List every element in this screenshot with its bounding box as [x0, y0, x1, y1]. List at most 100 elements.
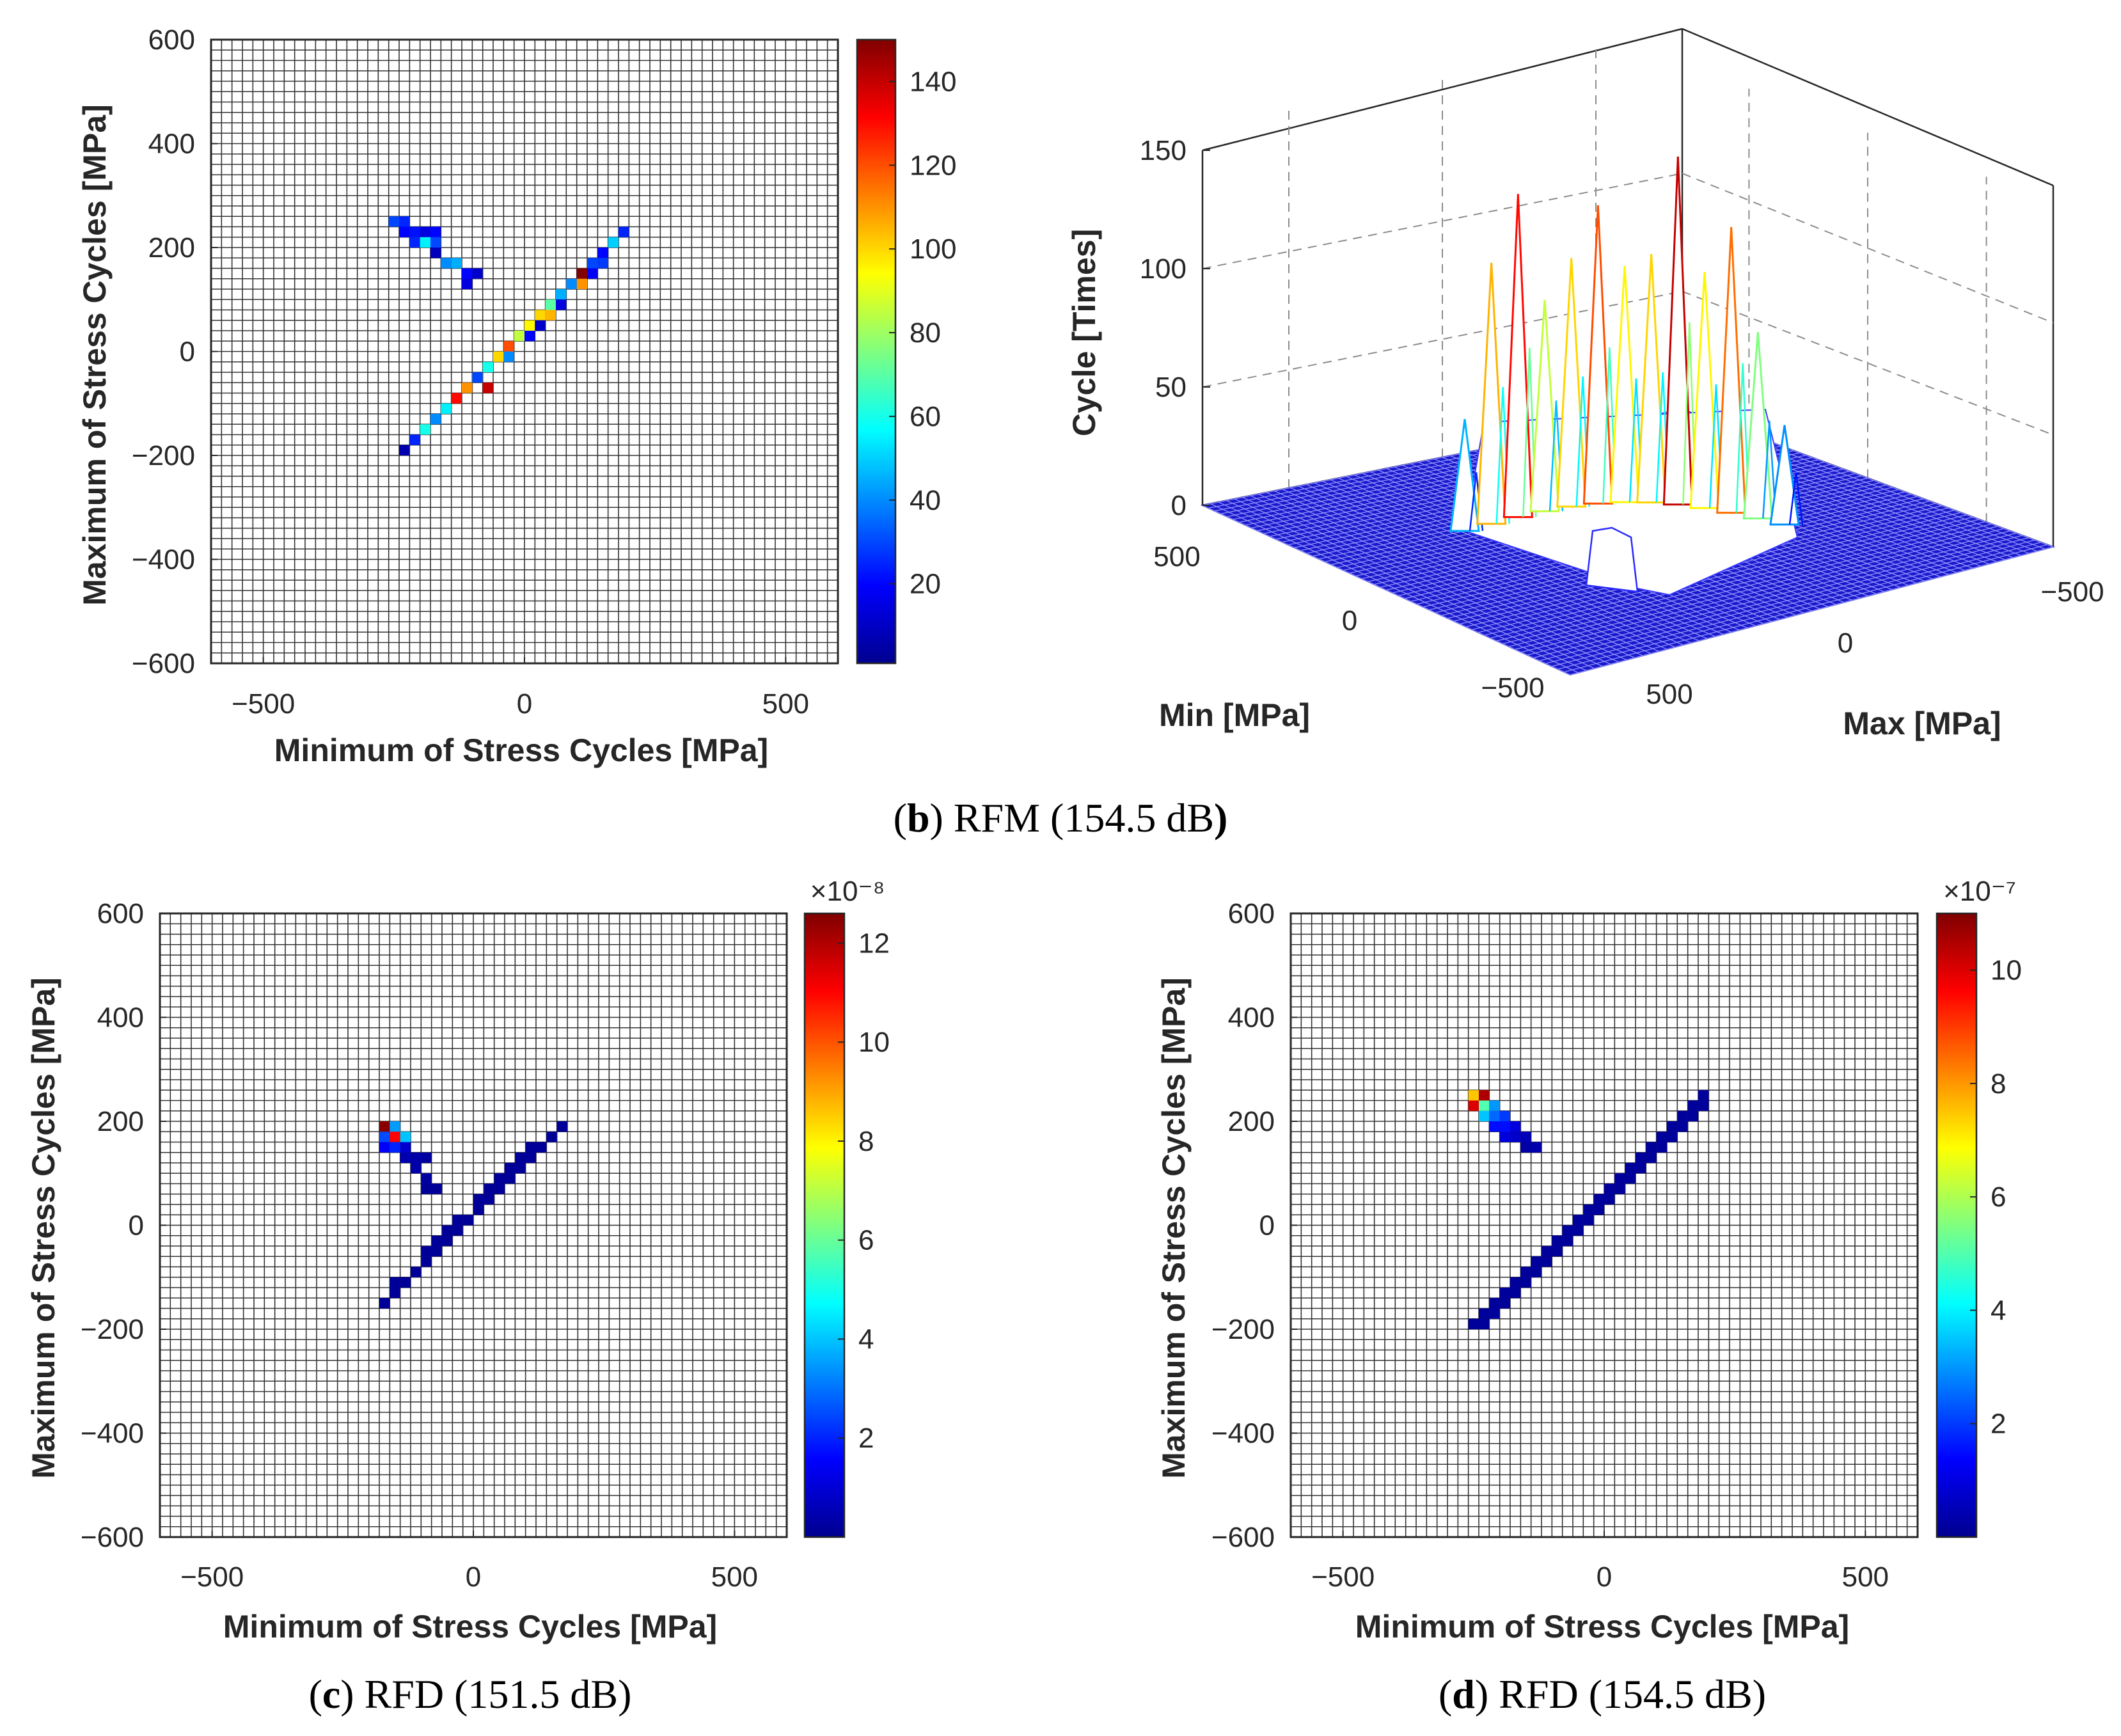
- heatmap-cell: [587, 258, 598, 269]
- top-right-edge: [1682, 28, 2054, 187]
- heatmap-cell: [576, 268, 587, 279]
- max-tick-label: 0: [1838, 627, 1853, 659]
- surface-peak: [1476, 262, 1507, 525]
- heatmap-cell: [462, 383, 473, 393]
- heatmap-cell: [400, 1277, 411, 1288]
- heatmap-cell: [545, 310, 556, 320]
- heatmap-cell: [1698, 1100, 1709, 1111]
- heatmap-cell: [482, 383, 493, 393]
- panel-b-ylabel: Maximum of Stress Cycles [MPa]: [77, 104, 113, 606]
- y-tick-label: 400: [148, 129, 195, 160]
- wall-grid-line: [1682, 173, 2054, 324]
- heatmap-cell: [409, 237, 420, 248]
- heatmap-cell: [1604, 1183, 1615, 1194]
- heatmap-cell: [482, 361, 493, 372]
- heatmap-cell: [484, 1183, 494, 1194]
- heatmap-cell: [1510, 1132, 1521, 1142]
- heatmap-cell: [1499, 1132, 1510, 1142]
- mesh-line: [1557, 542, 2041, 670]
- heatmap-cell: [1552, 1235, 1563, 1246]
- colorbar-tick-label: 2: [858, 1423, 874, 1454]
- heatmap-cell: [441, 403, 452, 414]
- heatmap-cell: [566, 278, 577, 289]
- top-left-edge: [1202, 28, 1683, 152]
- heatmap-cell: [400, 1142, 411, 1153]
- heatmap-cell: [1698, 1090, 1709, 1101]
- x-tick-label: −500: [180, 1561, 244, 1593]
- heatmap-cell: [494, 1173, 505, 1184]
- min-tick-label: 0: [1342, 605, 1357, 636]
- heatmap-cell: [1604, 1194, 1615, 1204]
- colorbar-tick-label: 20: [910, 569, 941, 600]
- heatmap-cell: [494, 1183, 505, 1194]
- heatmap-cell: [420, 237, 430, 248]
- heatmap-cell: [451, 393, 462, 404]
- heatmap-cell: [1625, 1173, 1636, 1184]
- heatmap-cell: [535, 310, 546, 320]
- heatmap-cell: [421, 1183, 432, 1194]
- panel-d-heatmap: 600 400 200 0 −200 −400 −600 −500 0 500 2 4 6 8 10 ×10⁻…: [1211, 876, 2022, 1593]
- heatmap-cell: [545, 299, 556, 310]
- caption-d: (d) RFD (154.5 dB): [1439, 1671, 1766, 1717]
- y-tick-label: 600: [1228, 898, 1275, 929]
- colorbar-tick-label: 6: [1991, 1181, 2006, 1213]
- wall-grid-line: [1682, 290, 2054, 436]
- heatmap-cell: [431, 1183, 442, 1194]
- caption-b: (b) RFM (154.5 dB): [894, 795, 1228, 840]
- colorbar-tick-label: 140: [910, 66, 956, 97]
- heatmap-cell: [400, 1132, 411, 1142]
- y-tick-label: 600: [97, 898, 144, 929]
- heatmap-cell: [1510, 1277, 1521, 1288]
- y-tick-label: 600: [148, 24, 195, 56]
- heatmap-cell: [1510, 1288, 1521, 1298]
- heatmap-cell: [525, 1142, 536, 1153]
- colorbar-tick-label: 6: [858, 1225, 874, 1256]
- x-tick-label: −500: [232, 688, 295, 720]
- heatmap-cell: [1583, 1215, 1594, 1226]
- heatmap-cell: [431, 1246, 442, 1257]
- heatmap-cell: [1625, 1163, 1636, 1174]
- panel-b3-xlabel: Min [MPa]: [1159, 697, 1310, 733]
- heatmap-cell: [484, 1194, 494, 1204]
- heatmap-cell: [556, 299, 567, 310]
- min-tick-label: −500: [1481, 672, 1544, 704]
- heatmap-cell: [1593, 1194, 1604, 1204]
- heatmap-cell: [1562, 1225, 1573, 1236]
- min-tick-label: 500: [1153, 541, 1200, 572]
- panel-c-xlabel: Minimum of Stress Cycles [MPa]: [223, 1609, 717, 1645]
- heatmap-cell: [1520, 1277, 1531, 1288]
- mesh-line: [1545, 537, 2029, 664]
- surface-peak: [1788, 472, 1804, 525]
- colorbar-tick-label: 120: [910, 150, 956, 181]
- heatmap-cell: [525, 1152, 536, 1163]
- heatmap-cell: [1531, 1142, 1541, 1153]
- heatmap-cell: [399, 445, 410, 455]
- z-tick-label: 0: [1171, 490, 1187, 521]
- surface-peak: [1449, 418, 1480, 532]
- heatmap-cell: [409, 434, 420, 445]
- heatmap-cell: [1593, 1204, 1604, 1215]
- y-tick-label: −400: [1211, 1418, 1275, 1449]
- heatmap-cell: [1520, 1142, 1531, 1153]
- heatmap-cell: [556, 289, 567, 300]
- heatmap-cell: [1499, 1288, 1510, 1298]
- heatmap-cell: [431, 1235, 442, 1246]
- heatmap-cell: [1541, 1256, 1552, 1267]
- colorbar-tick-label: 100: [910, 233, 956, 265]
- mesh-line: [1552, 539, 2035, 667]
- z-tick-label: 50: [1155, 372, 1187, 403]
- heatmap-cell: [608, 237, 619, 248]
- heatmap-cell: [462, 1215, 473, 1226]
- heatmap-cell: [1468, 1100, 1479, 1111]
- x-tick-label: 0: [1597, 1561, 1612, 1593]
- heatmap-cell: [1646, 1152, 1657, 1163]
- heatmap-cell: [1479, 1318, 1490, 1329]
- colorbar-exponent: ×10⁻⁷: [1943, 876, 2016, 907]
- heatmap-cell: [1479, 1090, 1490, 1101]
- heatmap-cell: [1573, 1215, 1584, 1226]
- heatmap-cell: [597, 258, 608, 269]
- x-tick-label: −500: [1311, 1561, 1375, 1593]
- heatmap-cell: [1520, 1132, 1531, 1142]
- max-tick-label: −500: [2040, 576, 2104, 608]
